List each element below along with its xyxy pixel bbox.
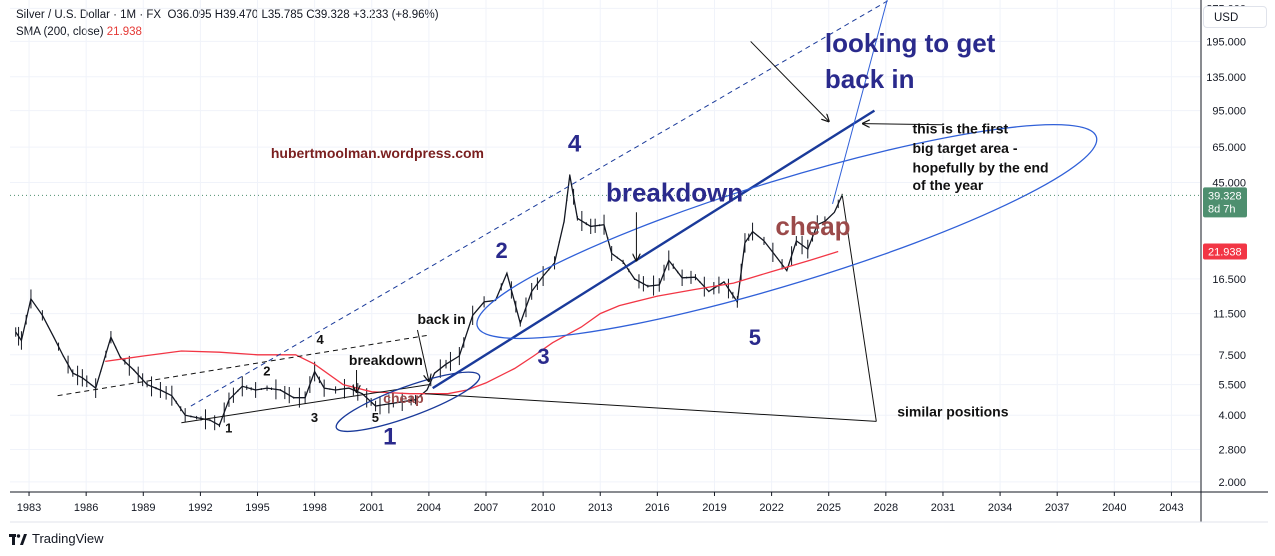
indicator-legend[interactable]: SMA (200, close) 21.938 [16,26,142,38]
symbol-legend[interactable]: Silver / U.S. Dollar · 1M · FX O36.095 H… [16,9,439,21]
y-tick-label: 7.500 [1218,350,1246,362]
x-tick-label: 1983 [17,502,41,514]
y-tick-label: 95.000 [1212,106,1246,118]
chart-annotation: 5 [749,325,761,350]
chart-annotation: back in [825,64,915,94]
ohlc-values: O36.095 H39.470 L35.785 C39.328 +3.233 (… [167,9,439,21]
x-tick-label: 1995 [245,502,269,514]
sma-value: 21.938 [106,26,142,38]
chart-annotation: looking to get [825,28,996,58]
symbol-title: Silver / U.S. Dollar · 1M · FX [16,9,162,21]
sma-line [105,250,839,395]
chart-annotation: 4 [568,131,582,158]
annotation-arrow [750,41,829,121]
currency-label: USD [1214,12,1239,24]
x-tick-label: 2031 [931,502,955,514]
chart-annotation: 3 [311,410,318,425]
tradingview-logo[interactable]: TradingView [9,531,104,546]
y-tick-label: 4.000 [1218,410,1246,422]
chart-annotation: breakdown [349,352,423,368]
chart-annotation: 2 [496,238,508,263]
chart-annotation: 4 [317,332,325,347]
x-tick-label: 2022 [759,502,783,514]
chart-annotation: 3 [537,344,549,369]
chart-annotation: similar positions [897,403,1008,419]
plot-area [10,0,1200,433]
chart-annotation: cheap [775,211,850,241]
chart-annotation: breakdown [606,177,743,207]
x-tick-label: 2028 [874,502,898,514]
tradingview-logo-icon [9,533,27,545]
y-tick-label: 2.000 [1218,477,1246,489]
x-tick-label: 2016 [645,502,669,514]
annotation-arrow [416,329,428,381]
x-tick-label: 2037 [1045,502,1069,514]
x-tick-label: 2004 [417,502,441,514]
x-tick-label: 1992 [188,502,212,514]
chart-annotation: of the year [912,177,983,193]
y-tick-label: 16.500 [1212,274,1246,286]
annotation-arrow [863,124,943,125]
bar-countdown-label: 8d 7h [1208,203,1236,215]
x-tick-label: 2025 [816,502,840,514]
sma-label: SMA (200, close) [16,26,104,38]
chart-annotation: big target area - [912,140,1017,156]
x-tick-label: 1989 [131,502,155,514]
y-tick-label: 45.000 [1212,177,1246,189]
y-tick-label: 135.000 [1206,72,1246,84]
x-tick-label: 2040 [1102,502,1126,514]
sma-price-badge [1203,243,1247,260]
x-tick-label: 2010 [531,502,555,514]
chart-annotation: 1 [225,420,232,435]
x-tick-label: 2019 [702,502,726,514]
zone-ellipse [476,124,1098,340]
chart-annotation: cheap [383,390,423,406]
chart-annotation: hopefully by the end [912,159,1048,175]
y-tick-label: 11.500 [1213,309,1246,321]
trendline [181,384,429,424]
trendline [425,393,877,422]
x-tick-label: 1986 [74,502,98,514]
chart-annotation: 2 [263,363,270,378]
y-tick-label: 195.000 [1206,36,1246,48]
x-tick-label: 2007 [474,502,498,514]
y-tick-label: 65.000 [1212,142,1246,154]
zone-ellipse [335,371,481,433]
chart-annotation: hubertmoolman.wordpress.com [271,145,484,161]
x-tick-label: 2043 [1159,502,1183,514]
y-tick-label: 5.500 [1218,380,1246,392]
chart-annotation: 5 [372,410,379,425]
x-tick-label: 2034 [988,502,1012,514]
sma-price-label: 21.938 [1208,247,1242,259]
last-price-badge [1203,187,1247,218]
tradingview-wordmark: TradingView [32,531,104,546]
y-tick-label: 2.800 [1218,445,1246,457]
trendline [841,193,877,422]
trendline [432,109,876,390]
last-price-label: 39.328 [1208,190,1242,202]
x-tick-label: 2001 [360,502,384,514]
chart-annotation: this is the first [912,120,1008,136]
trendline [832,0,888,205]
currency-selector-button[interactable]: USD [1203,6,1267,28]
chart-annotation: 1 [383,423,396,450]
trendline [190,0,891,407]
x-tick-label: 1998 [302,502,326,514]
chart-annotation: back in [417,311,465,327]
x-tick-label: 2013 [588,502,612,514]
